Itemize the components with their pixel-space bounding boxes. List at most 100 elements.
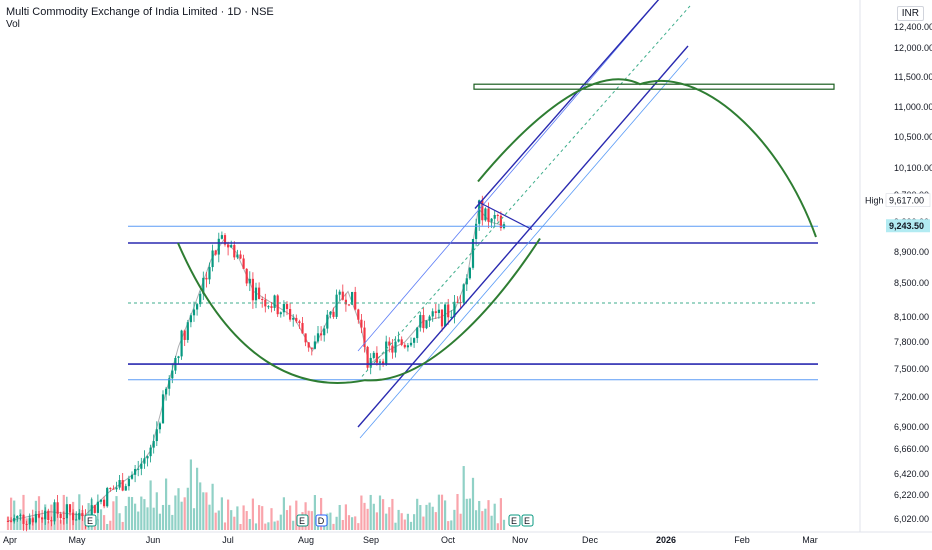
volume-bar (385, 513, 388, 530)
volume-bar (31, 517, 34, 530)
volume-bar (484, 508, 487, 530)
volume-bar (230, 510, 233, 530)
candle-body (409, 342, 413, 346)
volume-bar (72, 501, 75, 530)
volume-bar (496, 523, 499, 530)
candle-body (406, 345, 409, 348)
candle-body (208, 267, 211, 280)
candle-body (456, 301, 459, 303)
candle-body (344, 299, 347, 305)
volume-bar (248, 518, 251, 530)
candle-body (37, 514, 41, 518)
volume-bar (130, 497, 134, 530)
volume-bar (37, 496, 41, 530)
channel-line (357, 0, 659, 352)
volume-bar (220, 497, 223, 530)
candle-body (326, 314, 329, 329)
volume-bar (419, 505, 422, 530)
candle-body (112, 488, 115, 490)
candle-body (298, 321, 301, 324)
event-marker (296, 514, 309, 527)
volume-bar (217, 510, 220, 530)
volume-bar (490, 515, 493, 530)
volume-bar (96, 519, 99, 530)
y-tick-label: 11,500.00 (894, 72, 932, 82)
volume-bar (456, 494, 459, 530)
volume-bar (124, 505, 127, 530)
candle-body (217, 238, 220, 255)
currency-badge[interactable]: INR (896, 6, 924, 21)
volume-bar (360, 495, 363, 530)
volume-bar (351, 517, 354, 530)
volume-bar (50, 504, 53, 530)
y-tick-label: 10,500.00 (894, 132, 932, 142)
candle-body (239, 254, 242, 259)
candle-body (316, 333, 320, 342)
cup-arc (177, 237, 541, 384)
candle-body (444, 304, 447, 327)
indicator-label: Vol (6, 19, 20, 30)
candle-body (478, 200, 481, 224)
candle-body (146, 456, 149, 459)
candle-body (468, 267, 471, 279)
y-tick-label: 10,100.00 (894, 163, 932, 173)
candle-body (270, 306, 273, 308)
volume-bar (99, 509, 103, 530)
volume-bar (366, 508, 369, 530)
candle-body (419, 315, 422, 328)
candle-body (137, 468, 140, 470)
x-tick-label: Feb (734, 535, 750, 545)
y-tick-label: 11,000.00 (894, 102, 932, 112)
candle-body (165, 388, 168, 395)
volume-bar (394, 522, 397, 530)
candle-body (397, 339, 400, 342)
candle-body (28, 518, 31, 525)
event-marker (84, 514, 97, 527)
candle-body (276, 295, 279, 315)
candle-body (22, 514, 25, 524)
x-tick-label: May (68, 535, 86, 545)
volume-bar (211, 483, 214, 530)
candle-body (425, 320, 428, 329)
candle-body (121, 480, 124, 491)
volume-bar (251, 498, 254, 530)
volume-bar (344, 504, 347, 530)
target-box (473, 83, 835, 90)
volume-bar (431, 506, 434, 530)
candle-body (25, 523, 28, 525)
candle-body (127, 478, 130, 487)
candle-body (143, 458, 146, 464)
volume-bar (465, 498, 468, 530)
candle-body (487, 208, 490, 222)
volume-bar (335, 516, 338, 530)
candle-body (301, 323, 304, 334)
volume-bar (143, 499, 146, 530)
volume-bar (13, 500, 16, 530)
candle-body (118, 480, 121, 488)
volume-bar (292, 520, 295, 530)
candle-body (245, 268, 248, 284)
x-tick-label: Nov (512, 535, 529, 545)
y-tick-label: 6,420.00 (894, 469, 929, 479)
volume-bar (391, 498, 394, 530)
volume-bar (400, 513, 403, 530)
volume-bar (202, 492, 205, 530)
candle-body (161, 394, 165, 424)
last-price-tag (886, 219, 930, 233)
candle-body (335, 294, 338, 317)
volume-bar (363, 502, 366, 530)
candle-body (357, 309, 360, 320)
y-tick-label: 6,660.00 (894, 444, 929, 454)
channel-line (474, 0, 660, 209)
candle-body (68, 504, 72, 513)
volume-bar (413, 514, 416, 530)
volume-bar (416, 498, 419, 530)
candle-body (230, 245, 233, 248)
candle-body (471, 238, 475, 268)
volume-bar (214, 512, 217, 530)
candle-body (313, 341, 316, 349)
candle-body (403, 344, 406, 348)
candle-body (437, 309, 440, 314)
candle-body (90, 505, 93, 522)
